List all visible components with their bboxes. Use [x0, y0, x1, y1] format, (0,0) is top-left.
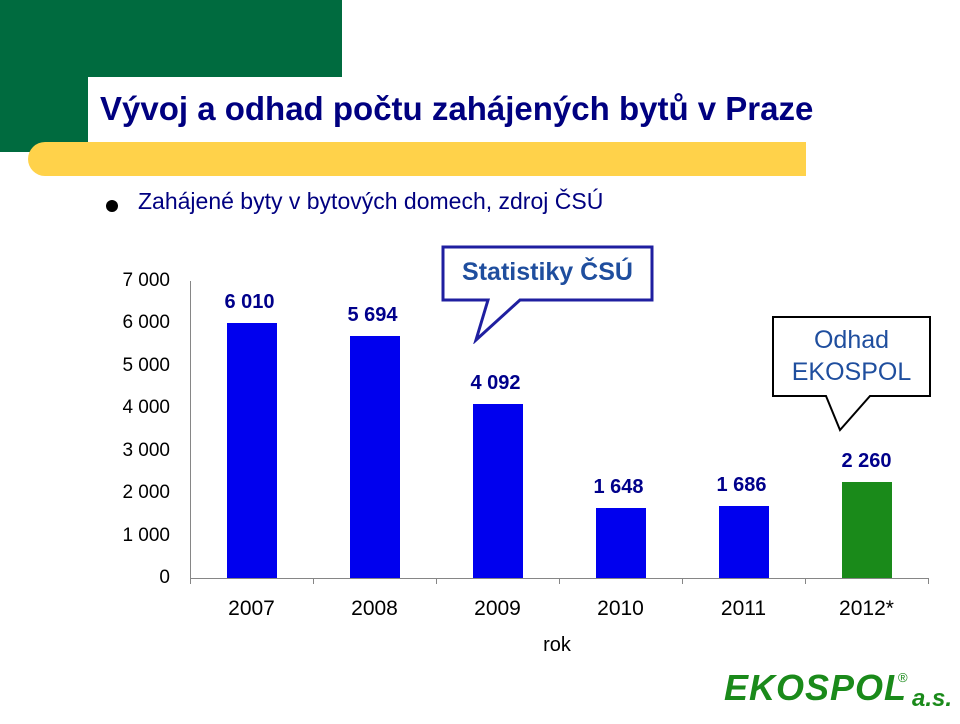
x-tick-label: 2008 [351, 597, 398, 620]
y-axis [190, 281, 191, 578]
bar-2011 [718, 506, 769, 578]
x-axis-title: rok [543, 634, 571, 656]
bar-value-label: 5 694 [347, 304, 398, 327]
y-tick-label: 4 000 [122, 397, 170, 419]
y-tick-label: 2 000 [122, 482, 170, 504]
x-tick-label: 2009 [474, 597, 521, 620]
x-tick-mark [190, 578, 191, 584]
bar-2007 [226, 323, 277, 578]
bar-value-label: 2 260 [841, 450, 892, 473]
callout-csu-label: Statistiky ČSÚ [462, 258, 633, 286]
title-background [88, 77, 960, 149]
x-tick-mark [313, 578, 314, 584]
bullet-icon [106, 200, 118, 212]
callout-estimate-box [772, 316, 931, 432]
x-tick-mark [559, 578, 560, 584]
x-tick-label: 2010 [597, 597, 644, 620]
y-tick-label: 0 [159, 567, 170, 588]
bar-value-label: 4 092 [470, 372, 521, 395]
bar-2008 [349, 336, 400, 578]
x-tick-mark [928, 578, 929, 584]
svg-text:EKOSPOL: EKOSPOL [724, 667, 907, 708]
svg-text:a.s.: a.s. [912, 685, 952, 712]
bar-2010 [595, 508, 646, 578]
svg-text:®: ® [898, 670, 908, 685]
bar-value-label: 6 010 [224, 291, 275, 313]
ekospol-logo: EKOSPOL ® a.s. [724, 667, 952, 712]
y-tick-label: 7 000 [122, 270, 170, 291]
bar-2009 [472, 404, 523, 578]
title-accent-bar [28, 142, 806, 176]
x-tick-label: 2007 [228, 597, 275, 620]
x-tick-label: 2012* [839, 597, 894, 620]
bar-value-label: 1 648 [593, 476, 644, 499]
subtitle: Zahájené byty v bytových domech, zdroj Č… [138, 188, 604, 214]
y-tick-label: 6 000 [122, 312, 170, 334]
bar-value-label: 1 686 [716, 474, 767, 497]
y-tick-label: 3 000 [122, 439, 170, 461]
callout-csu-box [441, 245, 654, 344]
x-tick-label: 2011 [720, 597, 767, 620]
x-tick-mark [682, 578, 683, 584]
x-tick-mark [436, 578, 437, 584]
bar-2012 [841, 482, 892, 578]
y-tick-label: 5 000 [122, 354, 170, 376]
y-tick-label: 1 000 [122, 524, 170, 546]
page-title: Vývoj a odhad počtu zahájených bytů v Pr… [100, 90, 814, 127]
callout-estimate-label-1: Odhad [813, 326, 890, 354]
x-tick-mark [805, 578, 806, 584]
callout-estimate-label-2: EKOSPOL [791, 358, 912, 386]
